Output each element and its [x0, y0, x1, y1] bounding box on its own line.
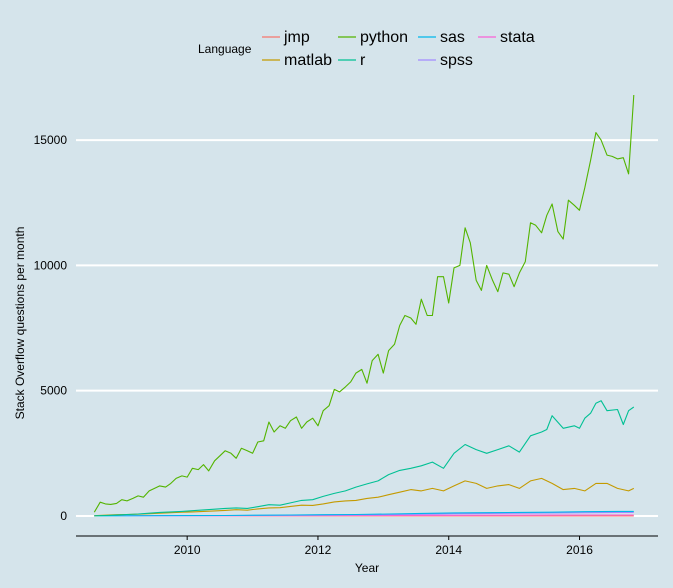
y-axis-title: Stack Overflow questions per month — [13, 227, 27, 420]
series-lines — [93, 94, 635, 517]
x-tick-label: 2016 — [566, 543, 593, 557]
legend-label-jmp: jmp — [283, 29, 310, 46]
legend-label-matlab: matlab — [284, 52, 332, 69]
series-line-python — [93, 94, 635, 513]
x-tick-label: 2014 — [435, 543, 462, 557]
y-axis-ticks: 0 5000 10000 15000 — [34, 133, 68, 523]
legend: Language jmp matlab python r sas spss stata — [198, 29, 535, 69]
legend-label-r: r — [360, 52, 366, 69]
y-tick-label: 0 — [60, 509, 67, 523]
x-tick-label: 2012 — [305, 543, 332, 557]
y-tick-label: 10000 — [34, 258, 68, 272]
series-line-matlab — [94, 477, 635, 517]
legend-label-sas: sas — [440, 29, 465, 46]
series-line-sas — [94, 510, 634, 517]
legend-title: Language — [198, 42, 252, 56]
legend-label-python: python — [360, 29, 408, 46]
x-axis-ticks: 2010 2012 2014 2016 — [174, 536, 593, 557]
y-tick-label: 15000 — [34, 133, 68, 147]
legend-label-stata: stata — [500, 29, 535, 46]
y-tick-label: 5000 — [40, 384, 67, 398]
legend-label-spss: spss — [440, 52, 473, 69]
series-line-r — [94, 400, 635, 517]
x-tick-label: 2010 — [174, 543, 201, 557]
x-axis-title: Year — [355, 561, 379, 575]
